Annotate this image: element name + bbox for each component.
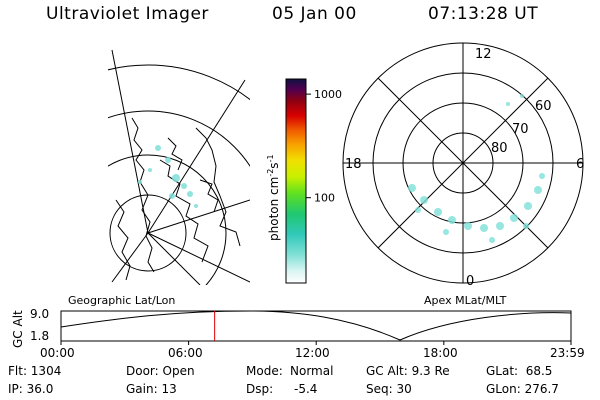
coastline xyxy=(131,117,155,273)
aurora-dot xyxy=(181,183,187,189)
aurora-dot xyxy=(194,204,198,208)
info-dsp-value: -5.4 xyxy=(294,382,318,396)
lat-label-60: 60 xyxy=(535,99,552,114)
altitude-curve xyxy=(60,310,572,341)
x-tick-label: 23:59 xyxy=(550,346,585,360)
aurora-dot xyxy=(408,184,416,192)
meridian-line xyxy=(111,49,149,234)
aurora-dot xyxy=(172,174,180,182)
aurora-dot xyxy=(148,168,152,172)
aurora-dot xyxy=(506,102,510,106)
lat-circle xyxy=(108,110,250,168)
info-ip: IP: 36.0 xyxy=(8,382,54,396)
coastline xyxy=(195,127,241,247)
aurora-dot xyxy=(539,173,545,179)
info-gain: Gain: 13 xyxy=(126,382,177,396)
mlt-label-0: 0 xyxy=(466,274,474,289)
y-tick-label: 9.0 xyxy=(30,307,49,321)
x-tick-label: 06:00 xyxy=(168,346,203,360)
colorbar-tick-label: 1000 xyxy=(314,88,342,101)
aurora-dot xyxy=(169,193,175,199)
colorbar-scale xyxy=(285,78,307,284)
info-dsp-label: Dsp: xyxy=(246,382,274,396)
colorbar-label: photon cm-2s-1 xyxy=(266,154,281,241)
info-glat: GLat: 68.5 xyxy=(486,364,553,378)
info-glon: GLon: 276.7 xyxy=(486,382,559,396)
coastline xyxy=(167,137,183,171)
aurora-dot xyxy=(520,94,524,98)
coastline xyxy=(199,179,219,213)
lat-label-80: 80 xyxy=(491,141,508,156)
aurora-dot xyxy=(187,191,193,197)
mlt-diagonal xyxy=(377,77,549,249)
x-tick-label: 12:00 xyxy=(295,346,330,360)
lat-label-70: 70 xyxy=(512,122,529,137)
aurora-dot xyxy=(510,214,518,222)
mlt-label-6: 6 xyxy=(576,157,584,172)
mlt-label-18: 18 xyxy=(345,157,362,172)
y-axis-label: GC Alt xyxy=(11,310,25,348)
aurora-dot xyxy=(464,222,472,230)
aurora-dot xyxy=(480,224,488,232)
info-seq: Seq: 30 xyxy=(366,382,412,396)
mlt-label-12: 12 xyxy=(475,47,492,62)
time-readout: 07:13:28 UT xyxy=(428,4,539,24)
coastline xyxy=(115,199,131,281)
meridian-line xyxy=(111,232,149,283)
coastline xyxy=(159,159,209,263)
info-gc-alt: GC Alt: 9.3 Re xyxy=(366,364,450,378)
orbit-plot: 9.0 1.8 GC Alt xyxy=(11,307,572,348)
meridian-line xyxy=(147,232,250,283)
y-tick-label: 1.8 xyxy=(30,329,49,343)
aurora-dot xyxy=(165,157,171,163)
aurora-dot xyxy=(434,208,442,216)
info-door: Door: Open xyxy=(126,364,195,378)
app-title: Ultraviolet Imager xyxy=(46,4,209,24)
aurora-dot xyxy=(443,229,449,235)
aurora-dot xyxy=(523,223,529,229)
meridian-line xyxy=(147,232,201,285)
meridian-line xyxy=(147,79,246,234)
aurora-dot xyxy=(155,145,161,151)
aurora-dot xyxy=(496,222,504,230)
colorbar: 1000 100 photon cm-2s-1 xyxy=(266,78,342,284)
aurora-dot xyxy=(420,196,428,204)
aurora-dot xyxy=(524,202,532,210)
info-flight: Flt: 1304 xyxy=(8,364,62,378)
lat-circle xyxy=(108,154,227,285)
lat-circle xyxy=(108,64,250,101)
info-mode-label: Mode: xyxy=(246,364,283,378)
meridian-line xyxy=(147,199,250,234)
colorbar-tick-label: 100 xyxy=(314,192,335,205)
date-readout: 05 Jan 00 xyxy=(272,4,357,24)
geographic-caption: Geographic Lat/Lon xyxy=(68,294,176,307)
polar-plot: 12 18 6 0 60 70 80 xyxy=(342,42,584,289)
aurora-dot xyxy=(489,237,495,243)
apex-caption: Apex MLat/MLT xyxy=(424,294,507,307)
x-tick-label: 00:00 xyxy=(40,346,75,360)
aurora-dot xyxy=(448,216,456,224)
x-tick-label: 18:00 xyxy=(423,346,458,360)
aurora-dot xyxy=(534,186,542,194)
aurora-dot xyxy=(138,180,142,184)
info-mode-value: Normal xyxy=(290,364,334,378)
geographic-map xyxy=(108,49,250,285)
aurora-dot xyxy=(415,207,421,213)
